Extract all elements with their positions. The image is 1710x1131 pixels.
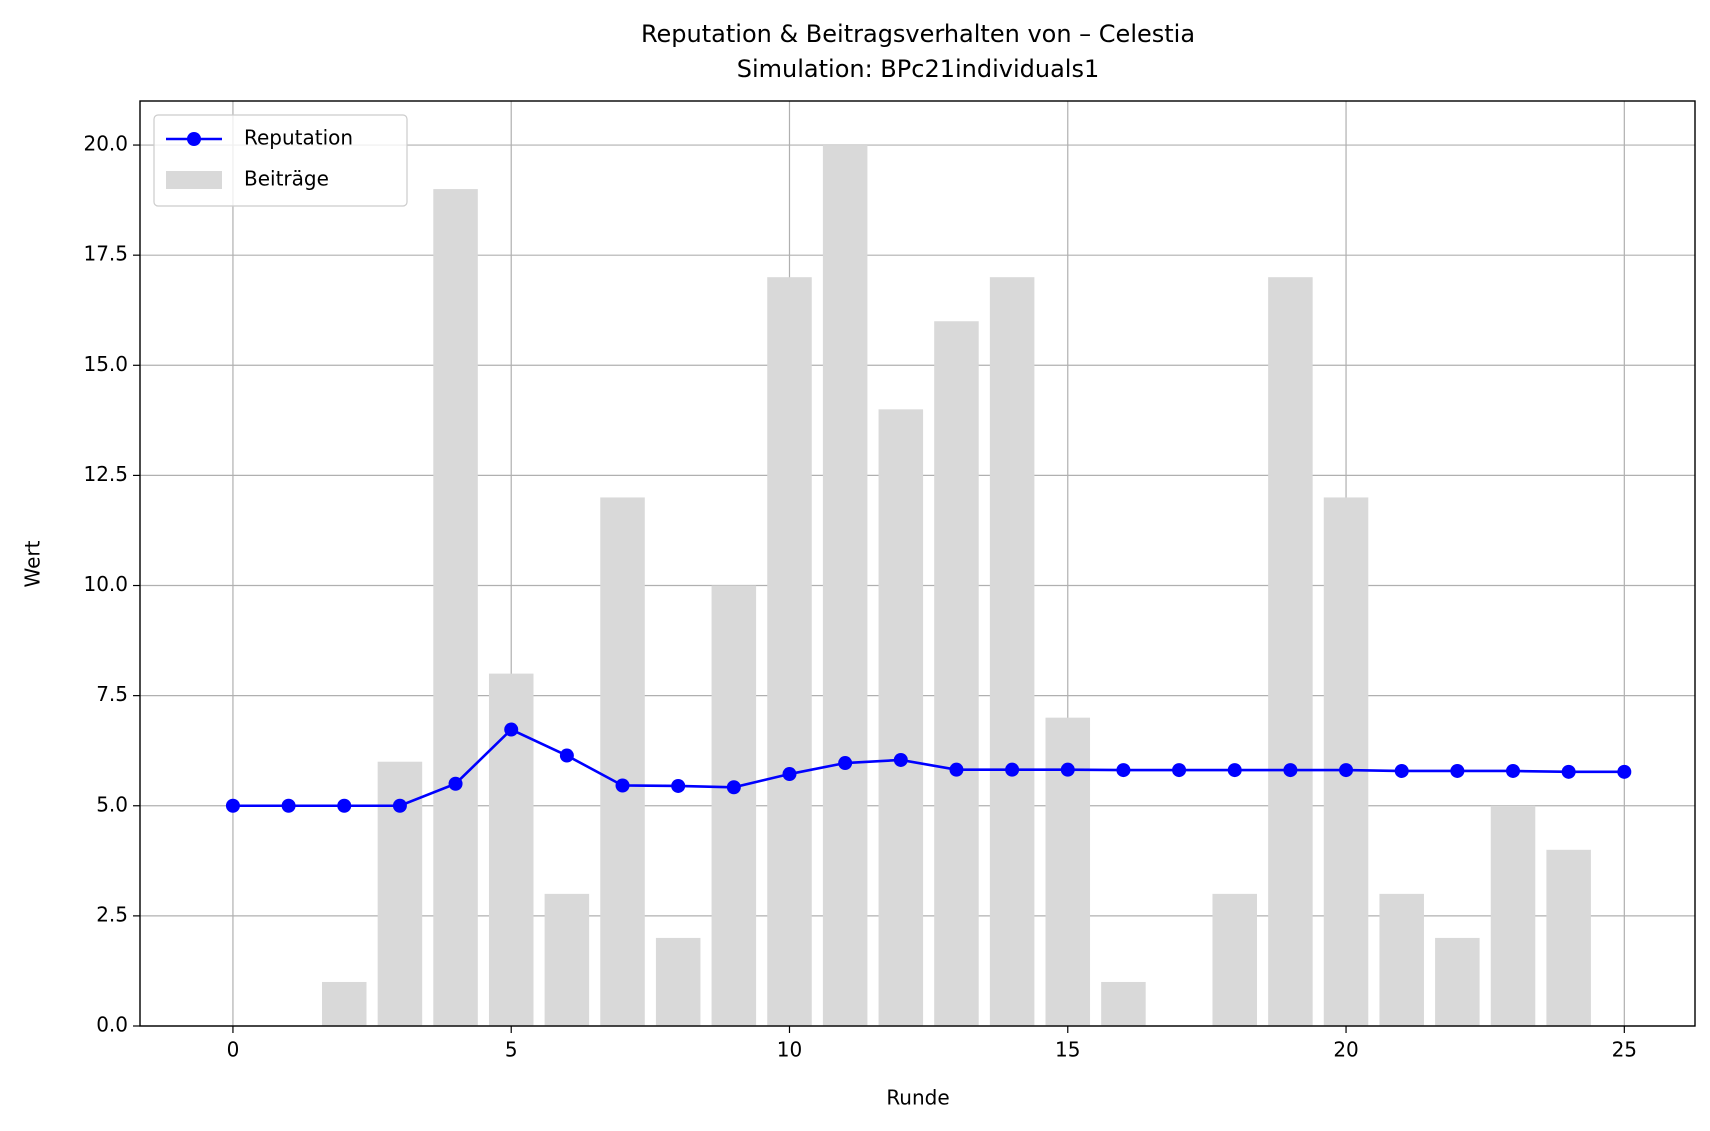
x-tick-label: 5 (505, 1038, 518, 1062)
y-tick-label: 10.0 (83, 572, 128, 596)
y-tick-label: 7.5 (96, 682, 128, 706)
grid (140, 101, 1695, 1027)
bar (600, 497, 645, 1026)
bar (989, 277, 1035, 1026)
legend-label: Beiträge (244, 167, 329, 191)
point (949, 762, 964, 777)
legend: Reputation Beiträge (153, 114, 408, 207)
point (726, 780, 741, 795)
bar (1212, 893, 1257, 1026)
point (671, 778, 686, 793)
y-tick-label: 12.5 (83, 462, 128, 486)
bar (1101, 981, 1146, 1026)
point (893, 752, 908, 767)
bar (1435, 937, 1480, 1026)
chart-title: Reputation & Beitragsverhalten von – Cel… (641, 20, 1195, 48)
y-tick-label: 20.0 (83, 132, 128, 156)
x-tick-label: 15 (1055, 1038, 1080, 1062)
point (1450, 763, 1465, 778)
point (1561, 764, 1576, 779)
bar (934, 321, 979, 1026)
line (232, 728, 1625, 808)
bar (433, 189, 478, 1027)
point (1394, 763, 1409, 778)
x-tick-label: 0 (227, 1038, 240, 1062)
bar (822, 145, 868, 1027)
legend-marker (187, 132, 201, 146)
point (448, 776, 463, 791)
point (225, 798, 240, 813)
point (1227, 763, 1242, 778)
legend-label: Reputation (244, 126, 353, 150)
point (838, 756, 853, 771)
x-tick-label: 10 (777, 1038, 802, 1062)
point (1506, 763, 1521, 778)
x-axis-label: Runde (886, 1086, 949, 1110)
axes-frame (139, 100, 1696, 1027)
point (1617, 764, 1632, 779)
bar (544, 893, 590, 1026)
bar (767, 277, 812, 1026)
bar (655, 937, 701, 1026)
y-tick-label: 15.0 (83, 352, 128, 376)
y-axis-label: Wert (21, 540, 45, 587)
y-tick-label: 17.5 (83, 242, 128, 266)
bar (1379, 893, 1424, 1026)
bar (1490, 805, 1536, 1026)
bar (878, 409, 924, 1026)
y-tick-label: 2.5 (96, 902, 128, 926)
point (1060, 762, 1075, 777)
point (504, 722, 519, 737)
point (782, 767, 797, 782)
x-tick-label: 20 (1333, 1038, 1358, 1062)
bar (1323, 497, 1369, 1026)
point (1283, 763, 1298, 778)
y-tick-label: 5.0 (96, 792, 128, 816)
point (1005, 762, 1020, 777)
bar (711, 585, 757, 1026)
bar (1546, 849, 1591, 1026)
plot-area (225, 145, 1632, 1027)
bar (321, 981, 367, 1026)
point (559, 748, 574, 763)
point (615, 778, 630, 793)
point (281, 798, 296, 813)
legend-swatch (166, 171, 222, 189)
chart-subtitle: Simulation: BPc21individuals1 (737, 55, 1099, 83)
point (392, 798, 407, 813)
bar (1268, 277, 1313, 1026)
point (1116, 763, 1131, 778)
point (1172, 763, 1187, 778)
point (337, 798, 352, 813)
point (1339, 763, 1354, 778)
x-tick-label: 25 (1612, 1038, 1637, 1062)
y-tick-label: 0.0 (96, 1013, 128, 1037)
